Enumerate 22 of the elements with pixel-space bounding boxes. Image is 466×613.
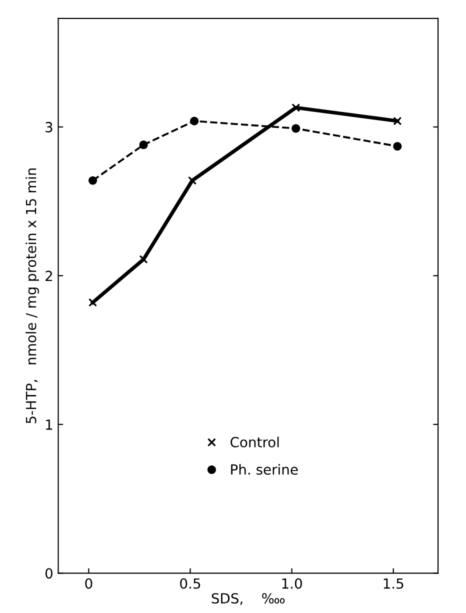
x-tick-label: 0.5	[180, 578, 200, 589]
legend-label: Control	[230, 436, 279, 448]
point	[190, 116, 199, 126]
x-axis-title: SDS, ‱	[212, 593, 285, 606]
y-tick-label: 0	[45, 568, 52, 579]
point	[88, 298, 98, 307]
point	[292, 124, 300, 133]
x-tick-label: 1.5	[384, 578, 404, 589]
y-tick-label: 3	[46, 122, 52, 132]
y-tick-label: 1	[46, 420, 52, 430]
point	[393, 142, 402, 151]
point	[139, 255, 148, 264]
y-axis-title: 5-HTP, nmole / mg protein x 15 min	[26, 168, 39, 424]
point	[139, 140, 148, 150]
legend-label: Ph. serine	[231, 464, 298, 475]
x-tick-label: 0	[85, 578, 92, 589]
point	[188, 176, 197, 185]
point	[88, 176, 98, 185]
point	[292, 103, 300, 112]
x-tick-label: 1.0	[282, 578, 302, 589]
y-tick-label: 2	[46, 270, 52, 281]
point	[393, 116, 402, 126]
